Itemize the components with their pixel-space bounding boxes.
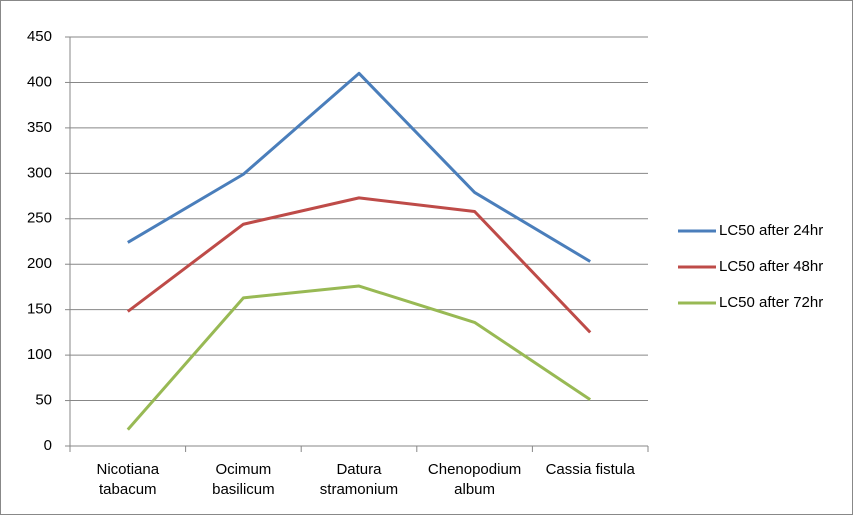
x-tick-label: Cassia fistula (545, 461, 635, 478)
y-tick-label: 150 (27, 301, 52, 318)
y-tick-label: 200 (27, 255, 52, 272)
y-tick-label: 0 (44, 437, 52, 454)
x-tick-label: Datura stramonium (319, 461, 399, 498)
line-series (126, 196, 592, 334)
y-tick-label: 100 (27, 346, 52, 363)
line-series (127, 71, 591, 263)
y-tick-label: 350 (27, 119, 52, 136)
x-tick-label: Chenopodium album (427, 461, 522, 498)
y-tick-label: 50 (35, 392, 52, 409)
line-series (126, 284, 592, 431)
x-tick-label: Nicotiana tabacum (96, 461, 160, 498)
legend-label: LC50 after 72hr (719, 294, 823, 311)
legend-label: LC50 after 24hr (719, 222, 823, 239)
y-tick-label: 400 (27, 73, 52, 90)
x-tick-label: Ocimum basilicum (212, 461, 275, 498)
y-tick-label: 250 (27, 210, 52, 227)
legend-label: LC50 after 48hr (719, 258, 823, 275)
y-tick-label: 450 (27, 28, 52, 45)
y-tick-label: 300 (27, 164, 52, 181)
